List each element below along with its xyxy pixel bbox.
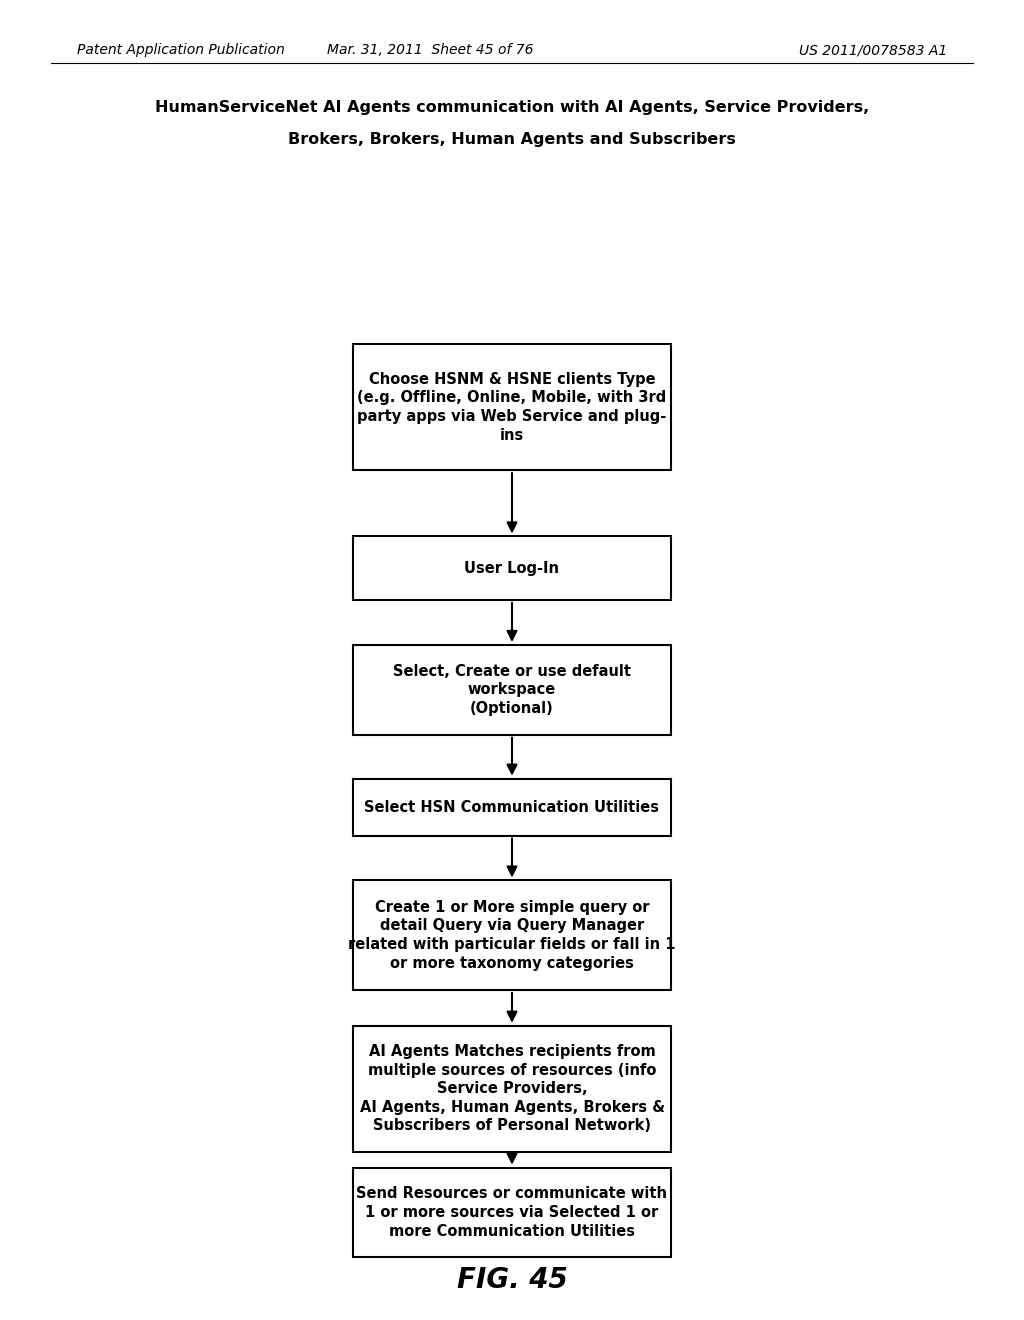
Bar <box>353 880 671 990</box>
Text: HumanServiceNet AI Agents communication with AI Agents, Service Providers,: HumanServiceNet AI Agents communication … <box>155 100 869 115</box>
Bar <box>353 345 671 470</box>
Text: Choose HSNM & HSNE clients Type
(e.g. Offline, Online, Mobile, with 3rd
party ap: Choose HSNM & HSNE clients Type (e.g. Of… <box>357 372 667 442</box>
Text: Select, Create or use default
workspace
(Optional): Select, Create or use default workspace … <box>393 664 631 715</box>
Bar <box>353 1026 671 1151</box>
Text: User Log-In: User Log-In <box>465 561 559 576</box>
Text: Patent Application Publication: Patent Application Publication <box>77 44 285 57</box>
Bar <box>353 1167 671 1258</box>
Text: Create 1 or More simple query or
detail Query via Query Manager
related with par: Create 1 or More simple query or detail … <box>348 900 676 970</box>
Bar <box>353 536 671 601</box>
Text: Brokers, Brokers, Human Agents and Subscribers: Brokers, Brokers, Human Agents and Subsc… <box>288 132 736 147</box>
Text: US 2011/0078583 A1: US 2011/0078583 A1 <box>799 44 947 57</box>
Bar <box>353 645 671 735</box>
Text: AI Agents Matches recipients from
multiple sources of resources (info
Service Pr: AI Agents Matches recipients from multip… <box>359 1044 665 1134</box>
Text: Send Resources or communicate with
1 or more sources via Selected 1 or
more Comm: Send Resources or communicate with 1 or … <box>356 1187 668 1238</box>
Bar <box>353 779 671 836</box>
Text: FIG. 45: FIG. 45 <box>457 1266 567 1295</box>
Text: Mar. 31, 2011  Sheet 45 of 76: Mar. 31, 2011 Sheet 45 of 76 <box>327 44 534 57</box>
Text: Select HSN Communication Utilities: Select HSN Communication Utilities <box>365 800 659 814</box>
